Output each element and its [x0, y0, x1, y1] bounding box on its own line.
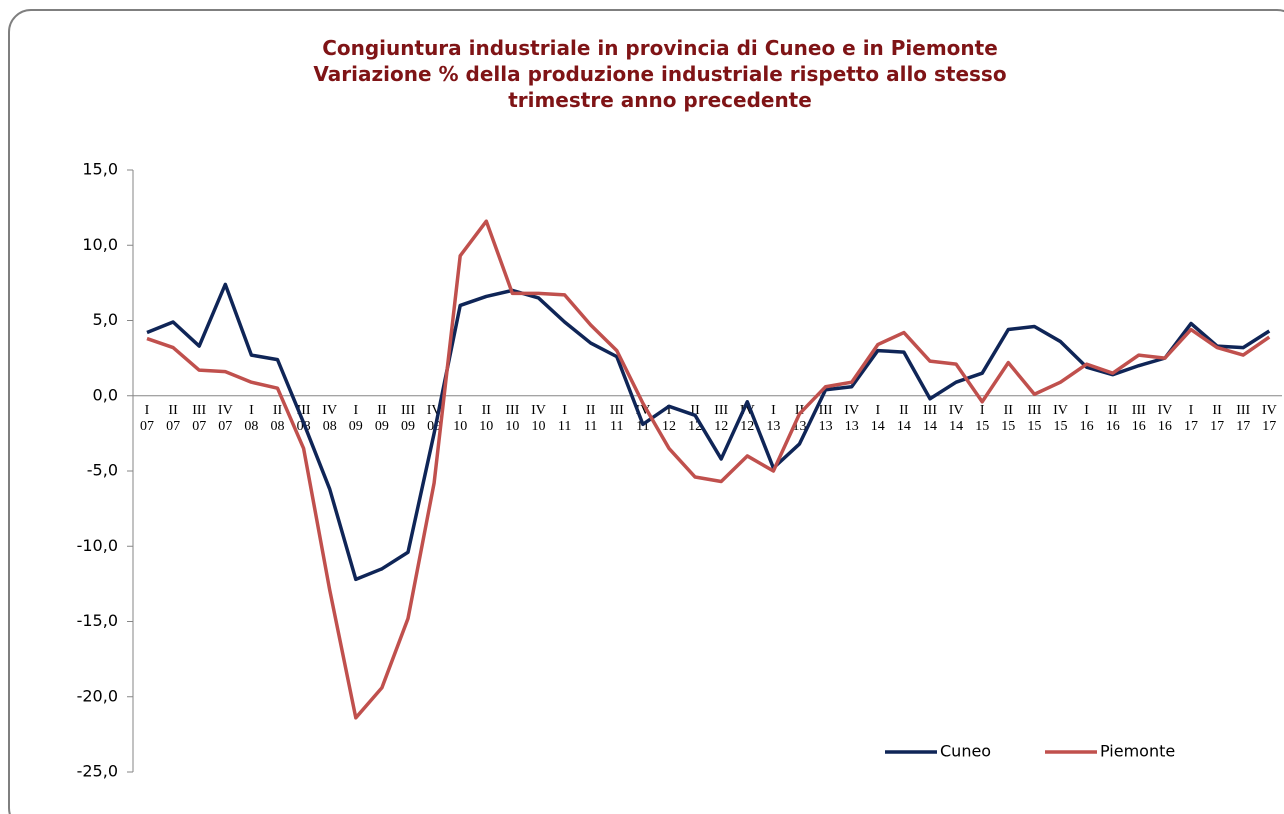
x-tick-label: I 12	[662, 403, 676, 434]
x-tick-label: IV 08	[322, 403, 337, 434]
x-tick-label: IV 16	[1158, 403, 1173, 434]
y-tick-label: 15,0	[82, 160, 118, 179]
x-tick-label: IV 15	[1053, 403, 1068, 434]
y-tick-label: -5,0	[87, 461, 118, 480]
x-tick-label: I 17	[1184, 403, 1198, 434]
x-tick-label: I 10	[453, 403, 467, 434]
x-tick-label: III 10	[505, 403, 519, 434]
legend-label: Piemonte	[1100, 742, 1175, 761]
x-tick-label: II 10	[479, 403, 493, 434]
y-tick-label: 5,0	[93, 310, 118, 329]
x-tick-label: III 16	[1132, 403, 1146, 434]
y-tick-label: -25,0	[77, 762, 118, 781]
x-tick-label: I 15	[975, 403, 989, 434]
x-tick-label: III 15	[1027, 403, 1041, 434]
y-tick-label: 10,0	[82, 235, 118, 254]
x-tick-label: I 14	[871, 403, 885, 434]
x-tick-label: II 17	[1210, 403, 1224, 434]
y-tick-label: 0,0	[93, 385, 118, 404]
x-tick-label: III 09	[401, 403, 415, 434]
x-tick-label: IV 17	[1262, 403, 1277, 434]
x-tick-label: III 11	[610, 403, 624, 434]
x-tick-label: I 07	[140, 403, 154, 434]
x-tick-label: IV 13	[844, 403, 859, 434]
x-tick-label: II 16	[1106, 403, 1120, 434]
x-tick-label: III 13	[819, 403, 833, 434]
x-tick-label: II 07	[166, 403, 180, 434]
x-tick-label: I 09	[349, 403, 363, 434]
x-tick-label: II 14	[897, 403, 911, 434]
x-tick-label: IV 07	[218, 403, 233, 434]
x-tick-label: I 08	[244, 403, 258, 434]
x-tick-label: IV 10	[531, 403, 546, 434]
y-tick-label: -15,0	[77, 611, 118, 630]
x-tick-label: III 14	[923, 403, 937, 434]
series-line	[146, 219, 1271, 720]
chart-title: Variazione % della produzione industrial…	[313, 62, 1006, 86]
series-line	[146, 282, 1271, 582]
x-tick-label: II 15	[1001, 403, 1015, 434]
x-tick-label: II 11	[584, 403, 597, 434]
chart-title: trimestre anno precedente	[508, 88, 812, 112]
x-tick-label: I 16	[1080, 403, 1094, 434]
x-tick-label: III 12	[714, 403, 728, 434]
x-tick-label: III 17	[1236, 403, 1250, 434]
x-tick-label: II 08	[271, 403, 285, 434]
chart-title: Congiuntura industriale in provincia di …	[322, 36, 998, 60]
legend-label: Cuneo	[940, 742, 991, 761]
x-tick-label: II 09	[375, 403, 389, 434]
y-tick-label: -20,0	[77, 686, 118, 705]
x-tick-label: IV 14	[949, 403, 964, 434]
x-tick-label: III 07	[192, 403, 206, 434]
y-tick-label: -10,0	[77, 536, 118, 555]
x-tick-label: I 11	[558, 403, 571, 434]
x-tick-label: I 13	[766, 403, 780, 434]
